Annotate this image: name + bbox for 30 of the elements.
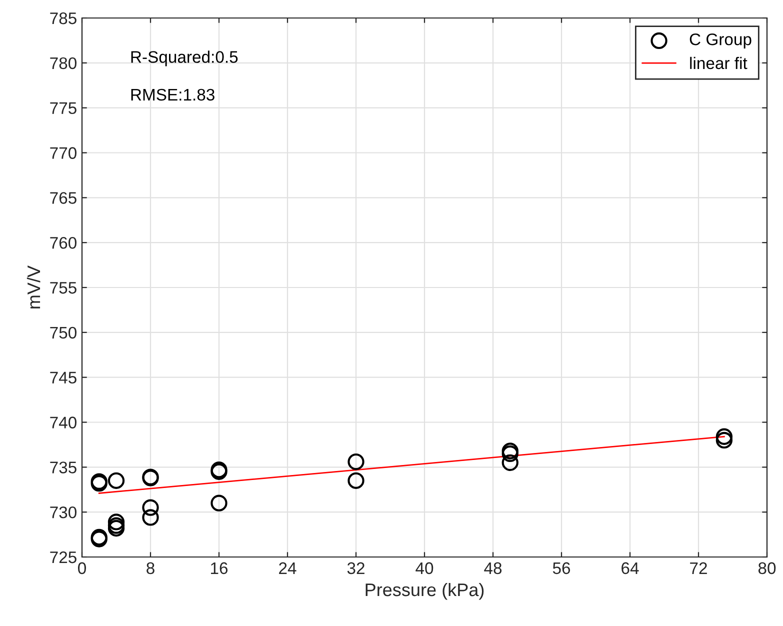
x-tick-label: 0	[78, 562, 86, 574]
annotation: RMSE:1.83	[131, 88, 214, 101]
x-tick-label: 56	[552, 562, 570, 574]
legend-label: linear fit	[690, 56, 748, 70]
y-axis-title: mV/V	[26, 266, 40, 308]
y-tick-label: 765	[50, 192, 76, 204]
y-tick-label: 780	[50, 57, 76, 70]
x-tick-label: 48	[484, 562, 502, 574]
y-tick-label: 745	[50, 372, 76, 384]
x-axis-title: Pressure (kPa)	[366, 582, 484, 600]
annotation: R-Squared:0.5	[131, 50, 238, 66]
y-tick-label: 755	[50, 282, 76, 294]
y-tick-label: 770	[50, 147, 76, 159]
x-tick-label: 16	[211, 562, 228, 574]
y-tick-label: 725	[50, 551, 76, 564]
x-tick-label: 64	[622, 562, 639, 574]
x-tick-label: 40	[416, 562, 434, 574]
y-tick-label: 775	[50, 102, 76, 114]
x-tick-label: 72	[690, 562, 707, 574]
y-tick-label: 785	[50, 12, 76, 24]
x-tick-label: 32	[347, 562, 364, 574]
x-tick-label: 80	[758, 562, 776, 574]
y-tick-label: 735	[50, 462, 76, 474]
y-tick-label: 760	[50, 236, 76, 249]
x-tick-label: 8	[146, 562, 154, 574]
y-tick-label: 750	[50, 326, 76, 339]
x-tick-label: 24	[279, 562, 296, 574]
legend-label: C Group	[690, 33, 752, 49]
y-tick-label: 730	[50, 506, 76, 518]
y-tick-label: 740	[50, 416, 76, 428]
